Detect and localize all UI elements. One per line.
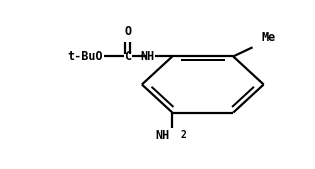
Text: C: C xyxy=(124,50,132,63)
Text: NH: NH xyxy=(155,129,169,142)
Text: NH: NH xyxy=(140,50,155,63)
Text: Me: Me xyxy=(261,31,276,44)
Text: 2: 2 xyxy=(180,130,186,140)
Text: O: O xyxy=(124,25,132,38)
Text: t-BuO: t-BuO xyxy=(68,50,103,63)
